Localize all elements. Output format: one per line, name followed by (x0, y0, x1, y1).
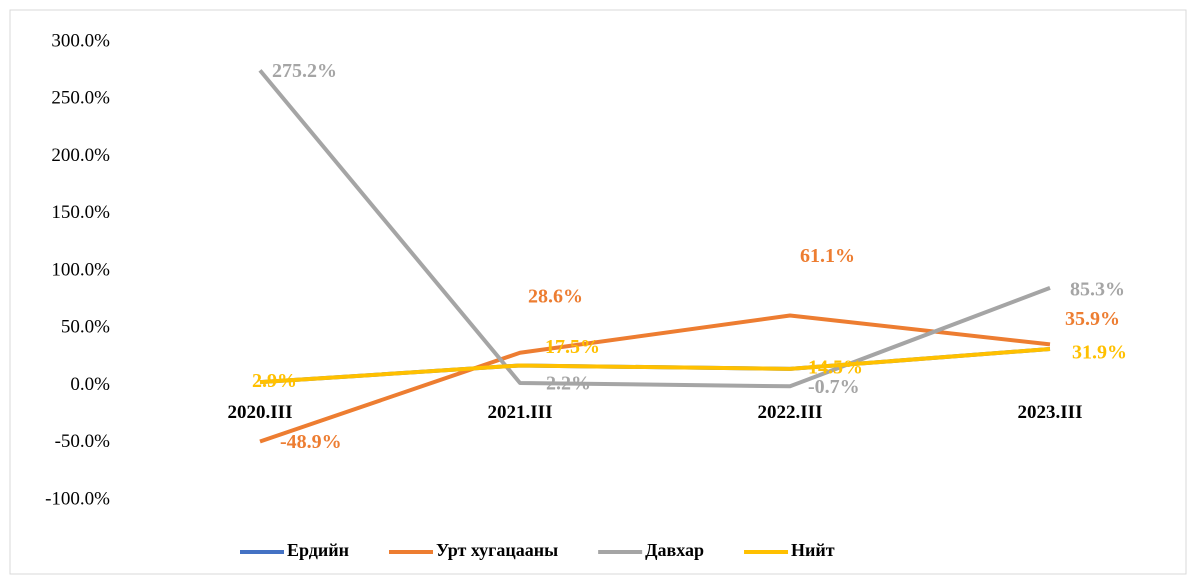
y-tick-label: 100.0% (51, 259, 110, 280)
data-label: 31.9% (1072, 342, 1127, 364)
data-label: 14.5% (808, 356, 863, 378)
line (259, 346, 1051, 385)
data-label: 275.2% (272, 60, 337, 82)
data-label: 17.5% (545, 336, 600, 358)
data-label: -48.9% (280, 431, 342, 453)
line (259, 313, 1051, 444)
y-tick-label: 150.0% (51, 202, 110, 223)
x-tick-label: 2022.III (758, 402, 823, 423)
legend-label: Давхар (645, 540, 704, 560)
y-tick-label: 300.0% (51, 30, 110, 51)
x-tick-label: 2023.III (1018, 402, 1083, 423)
data-label: 28.6% (528, 285, 583, 307)
data-label: 2.2% (546, 373, 591, 395)
y-tick-label: 0.0% (70, 374, 110, 395)
legend-label: Урт хугацааны (436, 540, 558, 560)
chart-frame (9, 9, 1187, 575)
y-tick-label: 50.0% (61, 317, 110, 338)
data-label: 2.9% (252, 370, 297, 392)
data-label: 35.9% (1065, 308, 1120, 330)
data-label: 61.1% (800, 245, 855, 267)
x-tick-label: 2021.III (488, 402, 553, 423)
data-label: 85.3% (1070, 278, 1125, 300)
y-tick-label: -100.0% (45, 488, 110, 509)
line (258, 69, 1051, 389)
legend-label: Ердийн (287, 540, 349, 560)
x-tick-label: 2020.III (228, 402, 293, 423)
y-tick-label: -50.0% (55, 431, 111, 452)
legend-label: Нийт (791, 540, 835, 560)
data-label: -0.7% (808, 376, 860, 398)
y-tick-label: 200.0% (51, 145, 110, 166)
y-tick-label: 250.0% (51, 88, 110, 109)
